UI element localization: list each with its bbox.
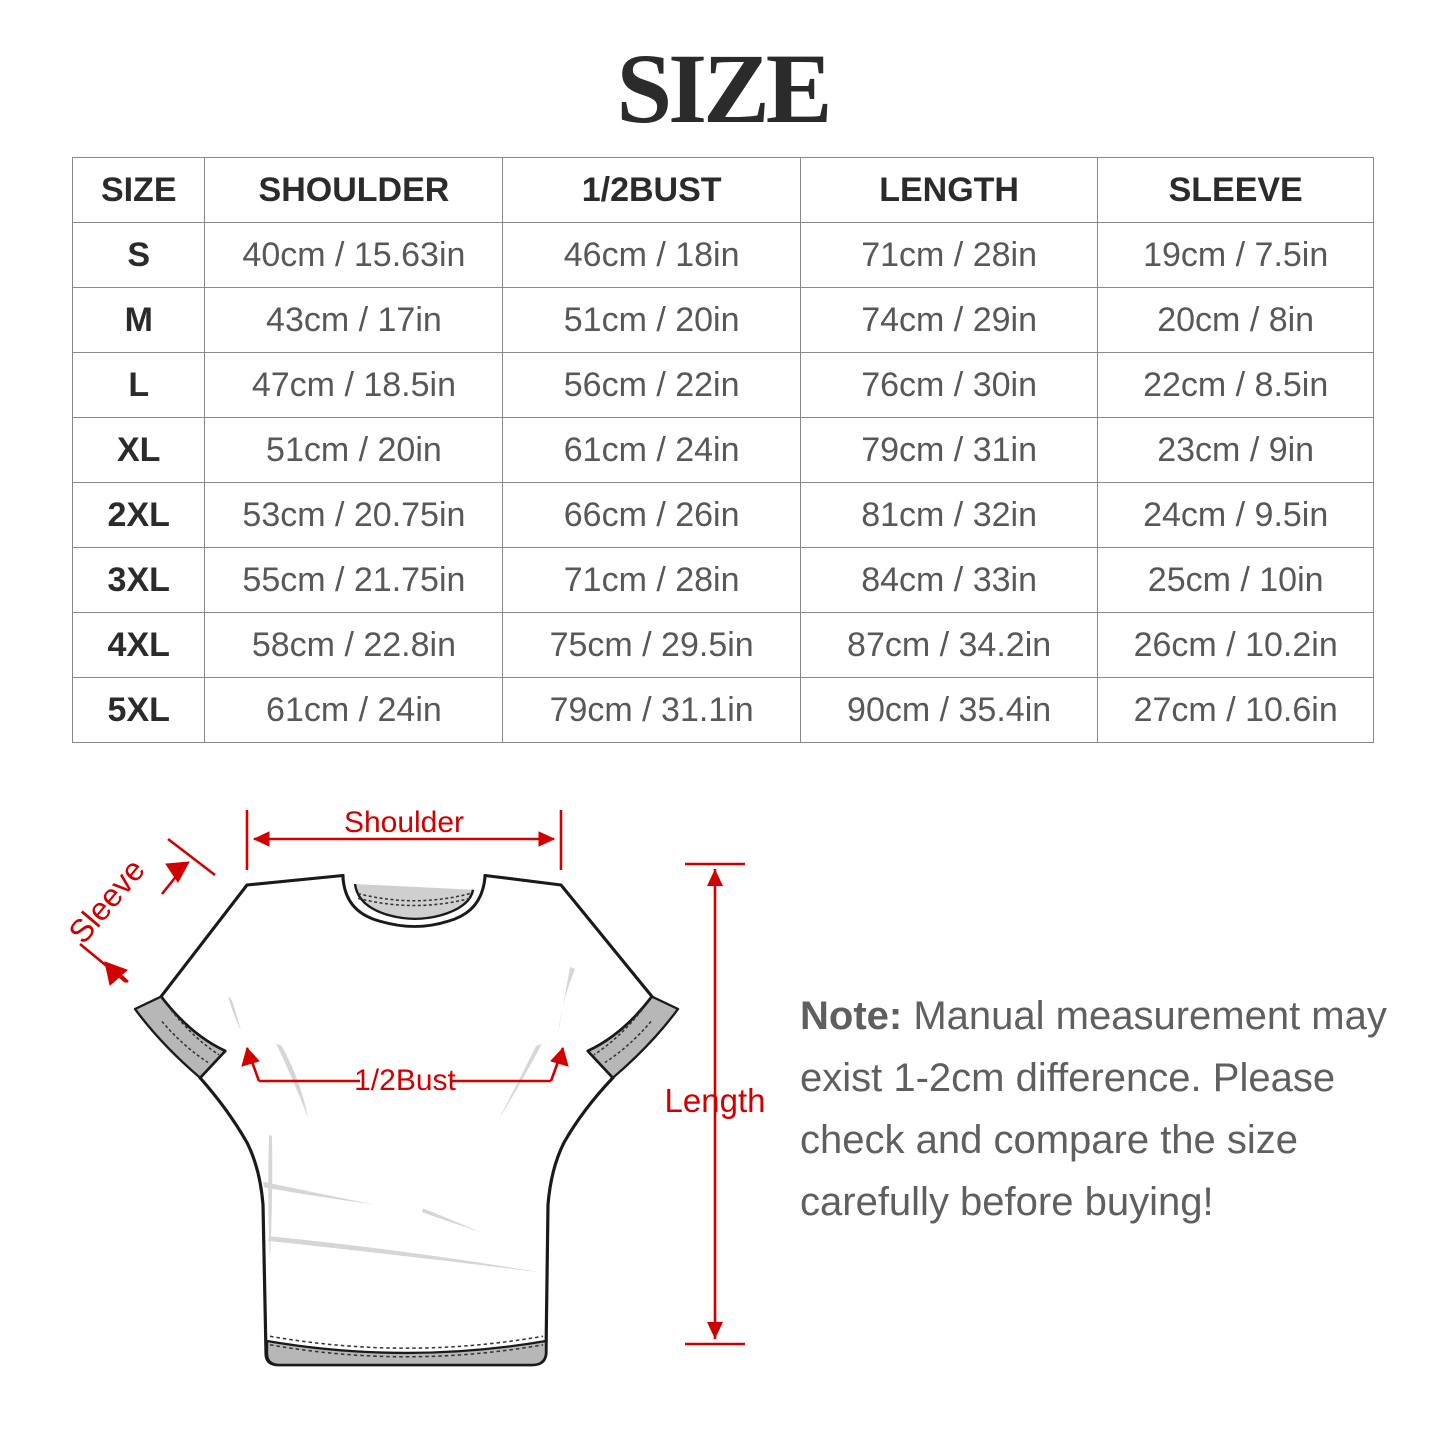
svg-text:Sleeve: Sleeve <box>61 852 151 950</box>
svg-text:1/2Bust: 1/2Bust <box>354 1064 456 1097</box>
svg-text:Length: Length <box>665 1082 766 1119</box>
svg-text:Shoulder: Shoulder <box>344 806 464 839</box>
